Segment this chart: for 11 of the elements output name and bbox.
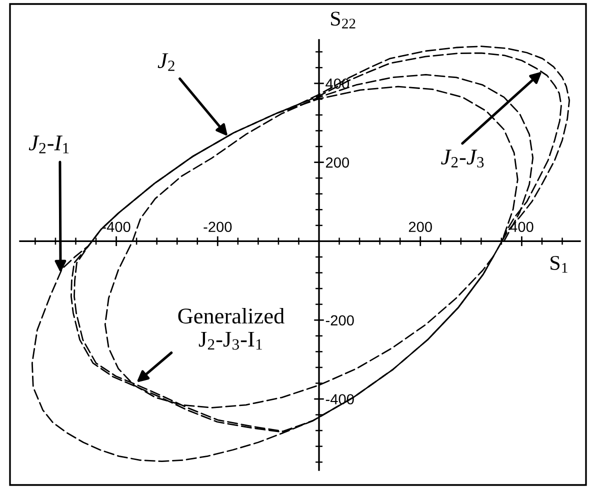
x-axis-title: S$_{1}$	[550, 256, 568, 273]
annotation: J$_{2}$-J$_{3}$	[441, 150, 484, 168]
annotation: Generalized J$_{2}$-J$_{3}$-I$_{1}$	[178, 308, 284, 350]
y-tick-label: 200	[326, 157, 350, 168]
y-tick-label: -200	[326, 315, 354, 326]
x-tick-label: -400	[102, 222, 130, 232]
annotation: J$_{2}$-I$_{1}$	[28, 136, 69, 154]
x-tick-label: 200	[408, 222, 432, 232]
y-axis-title: S$_{22}$	[331, 12, 356, 28]
annotation: J$_{2}$	[158, 53, 174, 71]
x-tick-label: -200	[204, 222, 232, 232]
